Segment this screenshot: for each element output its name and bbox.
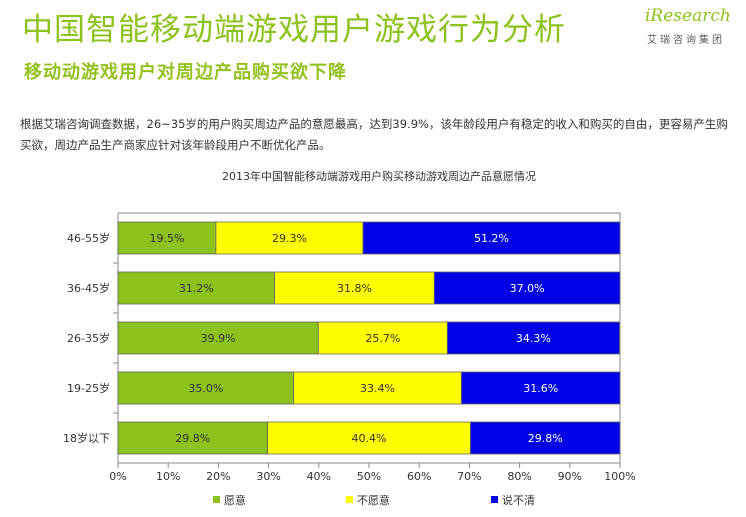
legend-label: 不愿意 (357, 493, 390, 507)
bar-segment (117, 421, 268, 455)
y-tick-label: 18岁以下 (63, 431, 110, 445)
legend-label: 说不清 (502, 493, 535, 507)
x-tick-label: 20% (206, 470, 230, 483)
legend-label: 愿意 (224, 493, 246, 507)
legend-swatch (346, 496, 353, 503)
y-tick-label: 46-55岁 (67, 231, 110, 245)
bar-segment (293, 371, 462, 405)
data-label: 31.2% (179, 282, 214, 295)
bar-segment (117, 271, 276, 305)
page-subtitle: 移动动游戏用户对周边产品购买欲下降 (24, 62, 347, 83)
iresearch-logo: iResearch 艾瑞咨询集团 (645, 6, 735, 46)
description-paragraph: 根据艾瑞咨询调查数据，26~35岁的用户购买周边产品的意愿最高，达到39.9%，… (20, 117, 728, 152)
data-label: 31.8% (337, 282, 372, 295)
y-tick-label: 19-25岁 (67, 381, 110, 395)
logo-subtitle: 艾瑞咨询集团 (647, 35, 725, 46)
legend-swatch (491, 496, 498, 503)
x-tick-label: 90% (558, 470, 582, 483)
bar-segment (433, 271, 621, 305)
bar-segment (470, 421, 621, 455)
x-tick-label: 80% (507, 470, 531, 483)
bar-segment (460, 371, 621, 405)
bar-segment (274, 271, 435, 305)
x-tick-label: 10% (156, 470, 180, 483)
x-tick-label: 70% (457, 470, 481, 483)
data-label: 29.8% (175, 432, 210, 445)
logo-brand: iResearch (645, 6, 731, 26)
data-label: 34.3% (516, 332, 551, 345)
data-label: 51.2% (474, 232, 509, 245)
x-tick-label: 40% (307, 470, 331, 483)
data-label: 29.3% (272, 232, 307, 245)
data-label: 31.6% (523, 382, 558, 395)
bar-segment (446, 321, 620, 355)
data-label: 29.8% (528, 432, 563, 445)
x-tick-label: 50% (357, 470, 381, 483)
data-label: 19.5% (149, 232, 184, 245)
bar-segment (117, 221, 217, 255)
data-label: 40.4% (352, 432, 387, 445)
y-tick-label: 36-45岁 (67, 281, 110, 295)
data-label: 25.7% (365, 332, 400, 345)
y-tick-label: 26-35岁 (67, 331, 110, 345)
data-label: 39.9% (201, 332, 236, 345)
x-tick-label: 60% (407, 470, 431, 483)
data-label: 35.0% (188, 382, 223, 395)
x-tick-label: 30% (256, 470, 280, 483)
page-title: 中国智能移动端游戏用户游戏行为分析 (22, 12, 566, 48)
data-label: 37.0% (510, 282, 545, 295)
x-tick-label: 100% (604, 470, 635, 483)
bar-segment (117, 371, 295, 405)
bar-segment (362, 221, 621, 255)
bar-segment (267, 421, 471, 455)
x-tick-label: 0% (109, 470, 126, 483)
legend-swatch (213, 496, 220, 503)
chart-title: 2013年中国智能移动端游戏用户购买移动游戏周边产品意愿情况 (222, 169, 536, 183)
data-label: 33.4% (360, 382, 395, 395)
bar-segment (317, 321, 448, 355)
